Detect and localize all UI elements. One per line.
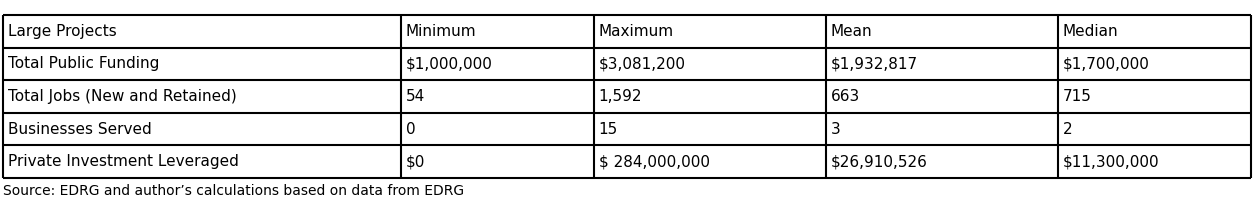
Text: $1,700,000: $1,700,000 xyxy=(1063,56,1150,71)
Text: Minimum: Minimum xyxy=(406,24,477,39)
Text: Businesses Served: Businesses Served xyxy=(8,122,152,137)
Text: 3: 3 xyxy=(831,122,840,137)
Text: Median: Median xyxy=(1063,24,1119,39)
Text: Maximum: Maximum xyxy=(598,24,673,39)
Text: 0: 0 xyxy=(406,122,415,137)
Text: Total Public Funding: Total Public Funding xyxy=(8,56,159,71)
Text: Total Jobs (New and Retained): Total Jobs (New and Retained) xyxy=(8,89,237,104)
Text: 663: 663 xyxy=(831,89,860,104)
Text: $11,300,000: $11,300,000 xyxy=(1063,154,1160,169)
Text: 15: 15 xyxy=(598,122,618,137)
Text: $3,081,200: $3,081,200 xyxy=(598,56,686,71)
Text: 1,592: 1,592 xyxy=(598,89,642,104)
Text: $1,932,817: $1,932,817 xyxy=(831,56,918,71)
Text: Private Investment Leveraged: Private Investment Leveraged xyxy=(8,154,238,169)
Text: $1,000,000: $1,000,000 xyxy=(406,56,493,71)
Text: $ 284,000,000: $ 284,000,000 xyxy=(598,154,710,169)
Text: 54: 54 xyxy=(406,89,425,104)
Text: $26,910,526: $26,910,526 xyxy=(831,154,928,169)
Text: 2: 2 xyxy=(1063,122,1072,137)
Text: Mean: Mean xyxy=(831,24,873,39)
Text: $0: $0 xyxy=(406,154,425,169)
Text: 715: 715 xyxy=(1063,89,1092,104)
Text: Large Projects: Large Projects xyxy=(8,24,117,39)
Text: Source: EDRG and author’s calculations based on data from EDRG: Source: EDRG and author’s calculations b… xyxy=(3,184,464,198)
